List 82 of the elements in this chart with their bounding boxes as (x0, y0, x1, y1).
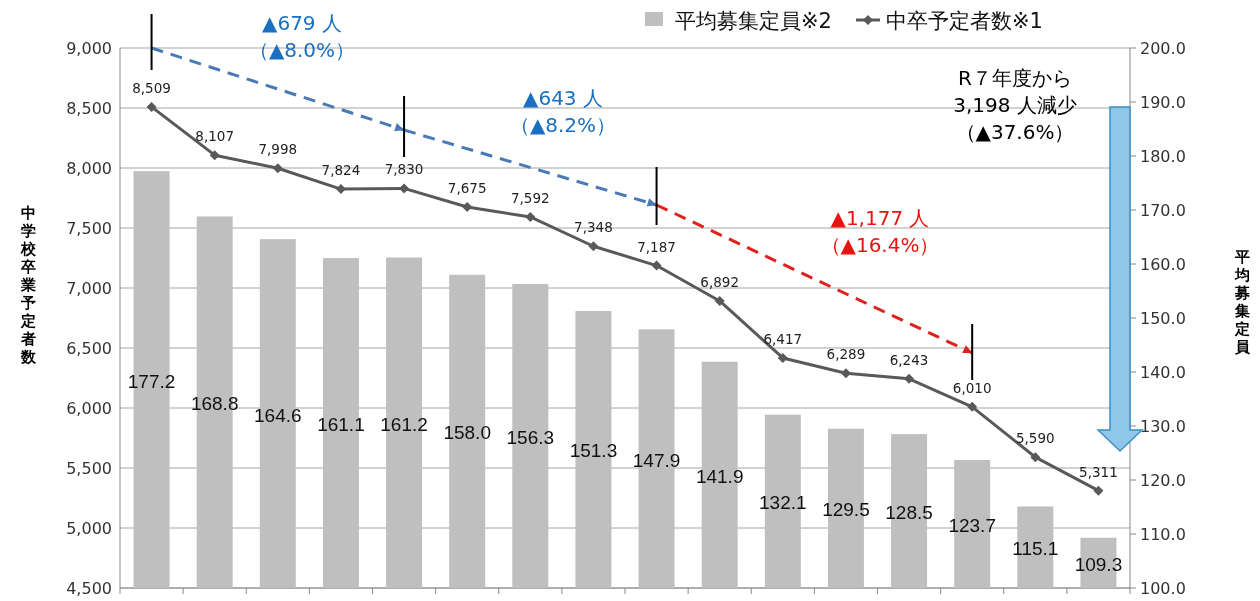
data-label: 7,187 (637, 238, 676, 255)
data-label: 5,311 (1079, 463, 1118, 480)
y2-tick-label: 190.0 (1140, 93, 1186, 112)
data-label: 115.1 (1012, 538, 1059, 560)
data-label: 151.3 (569, 440, 618, 462)
point (777, 352, 788, 363)
y2-tick-label: 160.0 (1140, 255, 1186, 274)
y-tick-label: 8,000 (66, 159, 112, 178)
text: 中学校卒業予定者数 (20, 204, 36, 366)
annotation: ▲643 人 (523, 86, 603, 110)
data-label: 141.9 (695, 465, 744, 487)
y2-axis-title: 平均募集定員 (1233, 248, 1251, 356)
point (904, 373, 915, 384)
y2-tick-label: 120.0 (1140, 471, 1186, 490)
annotation: 3,198 人減少 (953, 93, 1077, 117)
data-label: 7,830 (384, 161, 424, 178)
y-tick-label: 6,000 (66, 399, 112, 418)
point (209, 150, 220, 161)
annotation: （▲16.4%） (820, 233, 940, 257)
y2-tick-label: 130.0 (1140, 417, 1186, 436)
y2-tick-label: 110.0 (1140, 525, 1186, 544)
data-label: 7,675 (447, 180, 487, 196)
y2-tick-label: 150.0 (1140, 309, 1186, 328)
data-label: 7,998 (258, 141, 298, 158)
data-label: 109.3 (1074, 553, 1123, 575)
data-label: 123.7 (948, 515, 996, 537)
data-label: 8,509 (132, 79, 171, 96)
point (525, 211, 536, 222)
point (1030, 452, 1041, 463)
y2-tick-label: 140.0 (1140, 363, 1186, 382)
annotation: （▲8.0%） (248, 38, 356, 62)
data-label: 168.8 (190, 393, 239, 415)
data-label: 7,592 (510, 189, 550, 206)
y-tick-label: 8,500 (66, 99, 112, 118)
point (840, 368, 851, 379)
annotation: R７年度から (958, 66, 1072, 90)
data-label: 6,892 (700, 273, 740, 290)
data-label: 164.6 (254, 404, 302, 426)
y-tick-label: 7,000 (66, 279, 112, 298)
y-tick-label: 5,500 (66, 459, 112, 478)
data-label: 6,243 (889, 351, 929, 368)
legend-label: 平均募集定員※2 (675, 9, 832, 33)
data-label: 7,824 (321, 162, 361, 179)
data-label: 6,010 (952, 379, 992, 396)
y2-tick-label: 100.0 (1140, 579, 1186, 598)
point (651, 260, 662, 271)
y-tick-label: 7,500 (66, 219, 112, 238)
annotation: ▲1,177 人 (830, 206, 930, 230)
y2-tick-label: 180.0 (1140, 147, 1186, 166)
y-tick-label: 5,000 (66, 519, 112, 538)
point (399, 183, 410, 194)
data-label: 177.2 (127, 370, 176, 392)
data-label: 161.2 (380, 413, 428, 435)
point (462, 202, 473, 212)
y-tick-label: 4,500 (66, 579, 112, 598)
legend-label: 中卒予定者数※1 (885, 9, 1043, 33)
point (335, 184, 346, 195)
point (588, 241, 599, 252)
data-label: 7,348 (574, 219, 613, 236)
data-label: 161.1 (317, 414, 365, 436)
data-label: 128.5 (885, 502, 933, 524)
data-label: 5,590 (1015, 430, 1055, 447)
point (272, 163, 283, 174)
point (146, 101, 157, 112)
y-tick-label: 6,500 (66, 339, 112, 358)
y-tick-label: 9,000 (66, 39, 112, 58)
y2-tick-label: 170.0 (1140, 201, 1186, 220)
point (714, 295, 725, 306)
y2-tick-label: 200.0 (1140, 39, 1186, 58)
data-label: 6,289 (826, 346, 866, 363)
data-label: 6,417 (763, 330, 803, 347)
point (1093, 485, 1104, 496)
data-label: 132.1 (759, 492, 807, 514)
data-label: 129.5 (822, 499, 870, 521)
data-label: 8,107 (195, 128, 235, 145)
data-label: 156.3 (506, 426, 555, 448)
text: ▲679 人 (262, 11, 342, 35)
data-label: 147.9 (632, 449, 681, 471)
annotation: （▲8.2%） (509, 113, 617, 137)
point (967, 401, 978, 412)
annotation: （▲37.6%） (955, 120, 1075, 144)
data-label: 158.0 (443, 422, 491, 444)
